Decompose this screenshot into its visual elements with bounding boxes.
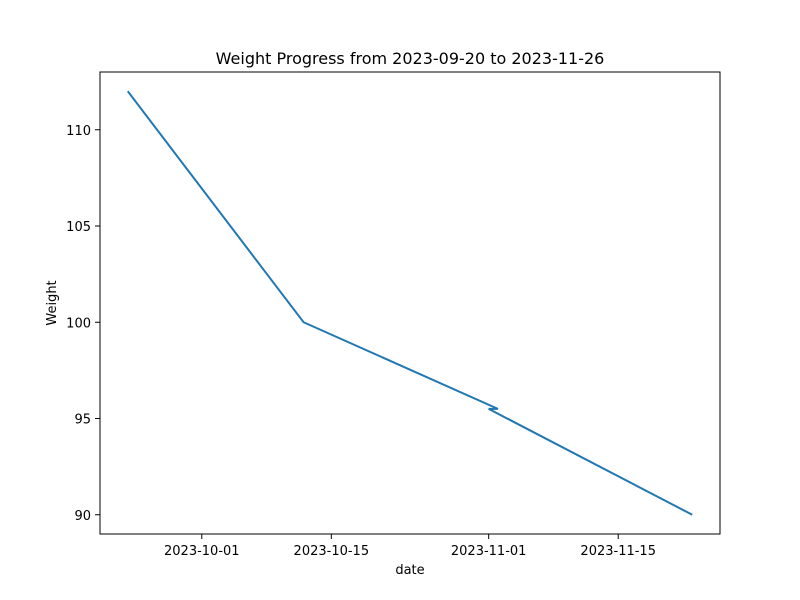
x-axis: 2023-10-01 2023-10-15 2023-11-01 2023-11-15: [164, 534, 656, 559]
y-tick-label: 95: [74, 413, 91, 428]
y-axis: 90 95 100 105 110: [66, 124, 100, 524]
x-tick-label: 2023-10-15: [294, 544, 370, 559]
plot-area: [126, 90, 693, 516]
y-axis-label: Weight: [45, 280, 60, 325]
x-axis-label: date: [395, 563, 424, 578]
y-tick-label: 105: [66, 220, 91, 235]
y-tick-label: 110: [66, 124, 91, 139]
plot-frame: [99, 71, 721, 535]
y-tick-label: 90: [74, 509, 91, 524]
series-line: [126, 90, 693, 516]
chart-title: Weight Progress from 2023-09-20 to 2023-…: [216, 49, 605, 68]
x-tick-label: 2023-11-01: [451, 544, 527, 559]
x-tick-label: 2023-11-15: [580, 544, 656, 559]
x-tick-label: 2023-10-01: [164, 544, 240, 559]
y-tick-label: 100: [66, 316, 91, 331]
